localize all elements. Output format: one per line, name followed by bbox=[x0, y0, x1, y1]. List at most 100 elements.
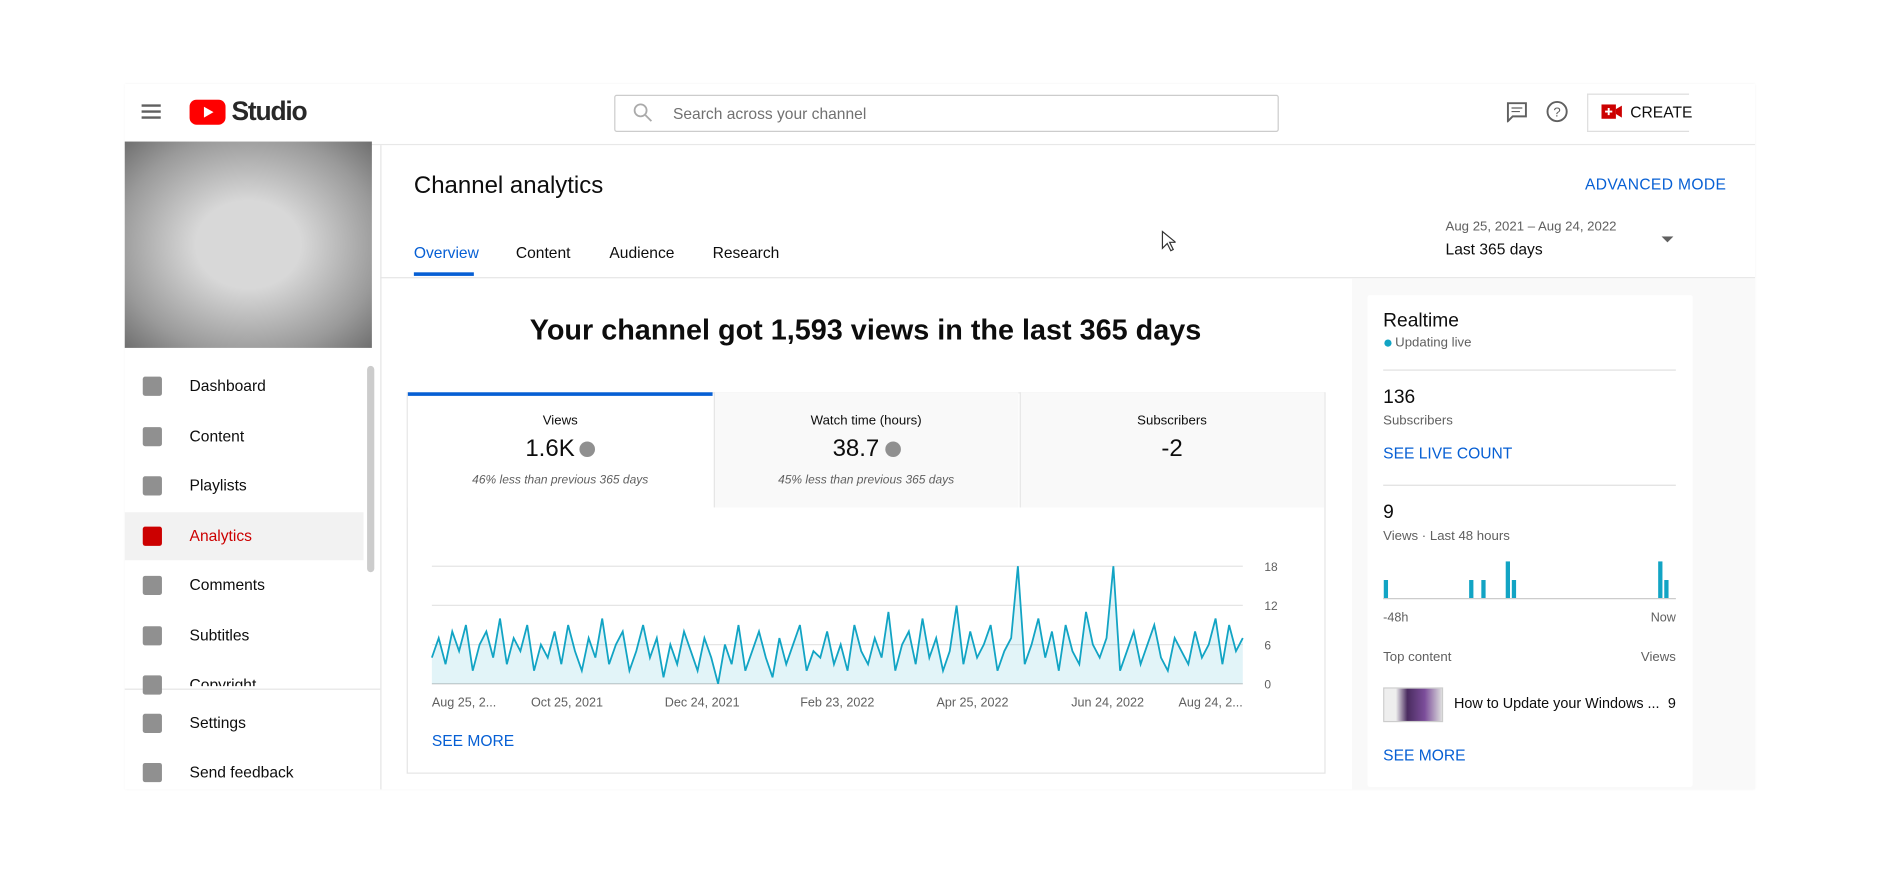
nav-icon[interactable] bbox=[142, 526, 162, 546]
metric-tab[interactable] bbox=[713, 392, 1019, 508]
x-tick-label: Apr 25, 2022 bbox=[936, 696, 1008, 710]
feedback-icon[interactable] bbox=[1506, 101, 1530, 123]
nav-icon[interactable] bbox=[142, 762, 162, 783]
search-placeholder: Search across your channel bbox=[672, 104, 867, 123]
metric-tab[interactable] bbox=[407, 392, 713, 508]
scrollbar[interactable] bbox=[367, 365, 375, 573]
see-live-count[interactable]: SEE LIVE COUNT bbox=[1383, 443, 1513, 462]
nav-item[interactable]: Content bbox=[189, 426, 245, 445]
menu-icon[interactable] bbox=[141, 102, 166, 121]
bar bbox=[1658, 561, 1663, 599]
video-title[interactable]: How to Update your Windows ... bbox=[1453, 694, 1660, 712]
live-dot bbox=[1384, 339, 1392, 347]
metric-label: Subscribers bbox=[1137, 413, 1207, 429]
search-box[interactable] bbox=[614, 94, 1279, 132]
nav-icon[interactable] bbox=[142, 713, 162, 733]
tab[interactable]: Audience bbox=[609, 243, 675, 262]
channel-avatar-blurred bbox=[124, 141, 372, 348]
create-icon bbox=[1601, 104, 1622, 119]
help-icon[interactable]: ? bbox=[1546, 101, 1570, 125]
sidebar-divider bbox=[124, 688, 381, 690]
nav-item[interactable]: Send feedback bbox=[189, 762, 294, 781]
svg-text:?: ? bbox=[1553, 104, 1560, 119]
video-views: 9 bbox=[1667, 694, 1676, 712]
create-button[interactable] bbox=[1587, 93, 1690, 132]
logo-icon[interactable] bbox=[189, 99, 228, 126]
bar bbox=[1469, 580, 1474, 599]
x-label: Now bbox=[1651, 610, 1677, 624]
period[interactable]: Last 365 days bbox=[1445, 239, 1543, 258]
bar bbox=[1481, 580, 1486, 599]
date-range: Aug 25, 2021 – Aug 24, 2022 bbox=[1445, 219, 1617, 234]
x-tick-label: Feb 23, 2022 bbox=[800, 696, 874, 710]
down-icon bbox=[579, 441, 596, 458]
subscribers-label: Subscribers bbox=[1383, 413, 1453, 429]
nav-item[interactable]: Subtitles bbox=[189, 625, 250, 644]
mouse-cursor bbox=[1161, 230, 1176, 252]
realtime-chart: -48h Now bbox=[1383, 561, 1677, 624]
metric-value: -2 bbox=[1161, 435, 1183, 462]
x-label: -48h bbox=[1383, 610, 1408, 624]
x-tick-label: Oct 25, 2021 bbox=[531, 696, 603, 710]
nav-item[interactable]: Dashboard bbox=[189, 376, 266, 395]
bar bbox=[1511, 580, 1517, 599]
nav-icon[interactable] bbox=[142, 675, 162, 695]
sidebar-border bbox=[380, 145, 382, 790]
tab[interactable]: Overview bbox=[413, 243, 479, 262]
create-label[interactable]: CREATE bbox=[1630, 103, 1693, 122]
nav-item[interactable]: Playlists bbox=[189, 476, 247, 495]
logo-text[interactable]: Studio bbox=[231, 95, 308, 126]
y-tick-label: 12 bbox=[1264, 599, 1278, 613]
see-more[interactable]: SEE MORE bbox=[431, 731, 515, 750]
bar bbox=[1505, 561, 1510, 599]
views-count: 9 bbox=[1383, 502, 1394, 524]
video-thumbnail[interactable] bbox=[1383, 687, 1444, 723]
area bbox=[431, 566, 1243, 684]
metric-delta: 45% less than previous 365 days bbox=[778, 473, 955, 488]
headline: Your channel got 1,593 views in the last… bbox=[529, 314, 1202, 347]
bar bbox=[1664, 580, 1669, 599]
nav-item[interactable]: Settings bbox=[189, 713, 246, 732]
metric-label: Views bbox=[542, 413, 578, 429]
views-label: Views · Last 48 hours bbox=[1383, 529, 1510, 544]
nav-icon[interactable] bbox=[142, 426, 162, 446]
subscribers-count: 136 bbox=[1383, 387, 1416, 408]
nav-icon[interactable] bbox=[142, 625, 162, 645]
advanced-mode[interactable]: ADVANCED MODE bbox=[1584, 175, 1727, 194]
dropdown-arrow[interactable] bbox=[1661, 236, 1674, 243]
nav-active-bg bbox=[124, 511, 364, 560]
search-icon bbox=[633, 103, 653, 122]
tab[interactable]: Content bbox=[515, 243, 571, 262]
y-tick-label: 6 bbox=[1264, 638, 1271, 652]
realtime-see-more[interactable]: SEE MORE bbox=[1383, 746, 1466, 765]
metric-label: Watch time (hours) bbox=[810, 413, 922, 429]
realtime-title: Realtime bbox=[1383, 310, 1459, 332]
header-border bbox=[124, 143, 1756, 146]
bar bbox=[1383, 580, 1389, 599]
x-tick-label: Jun 24, 2022 bbox=[1071, 696, 1144, 710]
metric-tab[interactable] bbox=[1019, 392, 1325, 508]
views-column: Views bbox=[1640, 650, 1676, 665]
metric-value: 1.6K bbox=[525, 435, 575, 462]
tab-border bbox=[380, 277, 1756, 279]
x-tick-label: Aug 24, 2... bbox=[1178, 696, 1242, 710]
tab[interactable]: Research bbox=[712, 243, 780, 262]
tab-underline bbox=[413, 272, 474, 276]
metric-delta: 46% less than previous 365 days bbox=[472, 473, 649, 488]
nav-item[interactable]: Copyright bbox=[189, 675, 257, 687]
y-tick-label: 0 bbox=[1264, 678, 1271, 692]
nav-item[interactable]: Analytics bbox=[189, 526, 252, 545]
line bbox=[431, 566, 1244, 685]
nav-icon[interactable] bbox=[142, 476, 162, 496]
metric-value: 38.7 bbox=[832, 435, 880, 462]
nav-icon[interactable] bbox=[142, 376, 162, 396]
y-tick-label: 18 bbox=[1264, 560, 1278, 574]
divider bbox=[1383, 369, 1676, 371]
nav-item[interactable]: Comments bbox=[189, 575, 265, 594]
top-content: Top content bbox=[1383, 650, 1452, 665]
x-tick-label: Aug 25, 2... bbox=[432, 696, 496, 710]
x-tick-label: Dec 24, 2021 bbox=[665, 696, 740, 710]
nav-icon[interactable] bbox=[142, 575, 162, 596]
status: Updating live bbox=[1395, 335, 1472, 351]
